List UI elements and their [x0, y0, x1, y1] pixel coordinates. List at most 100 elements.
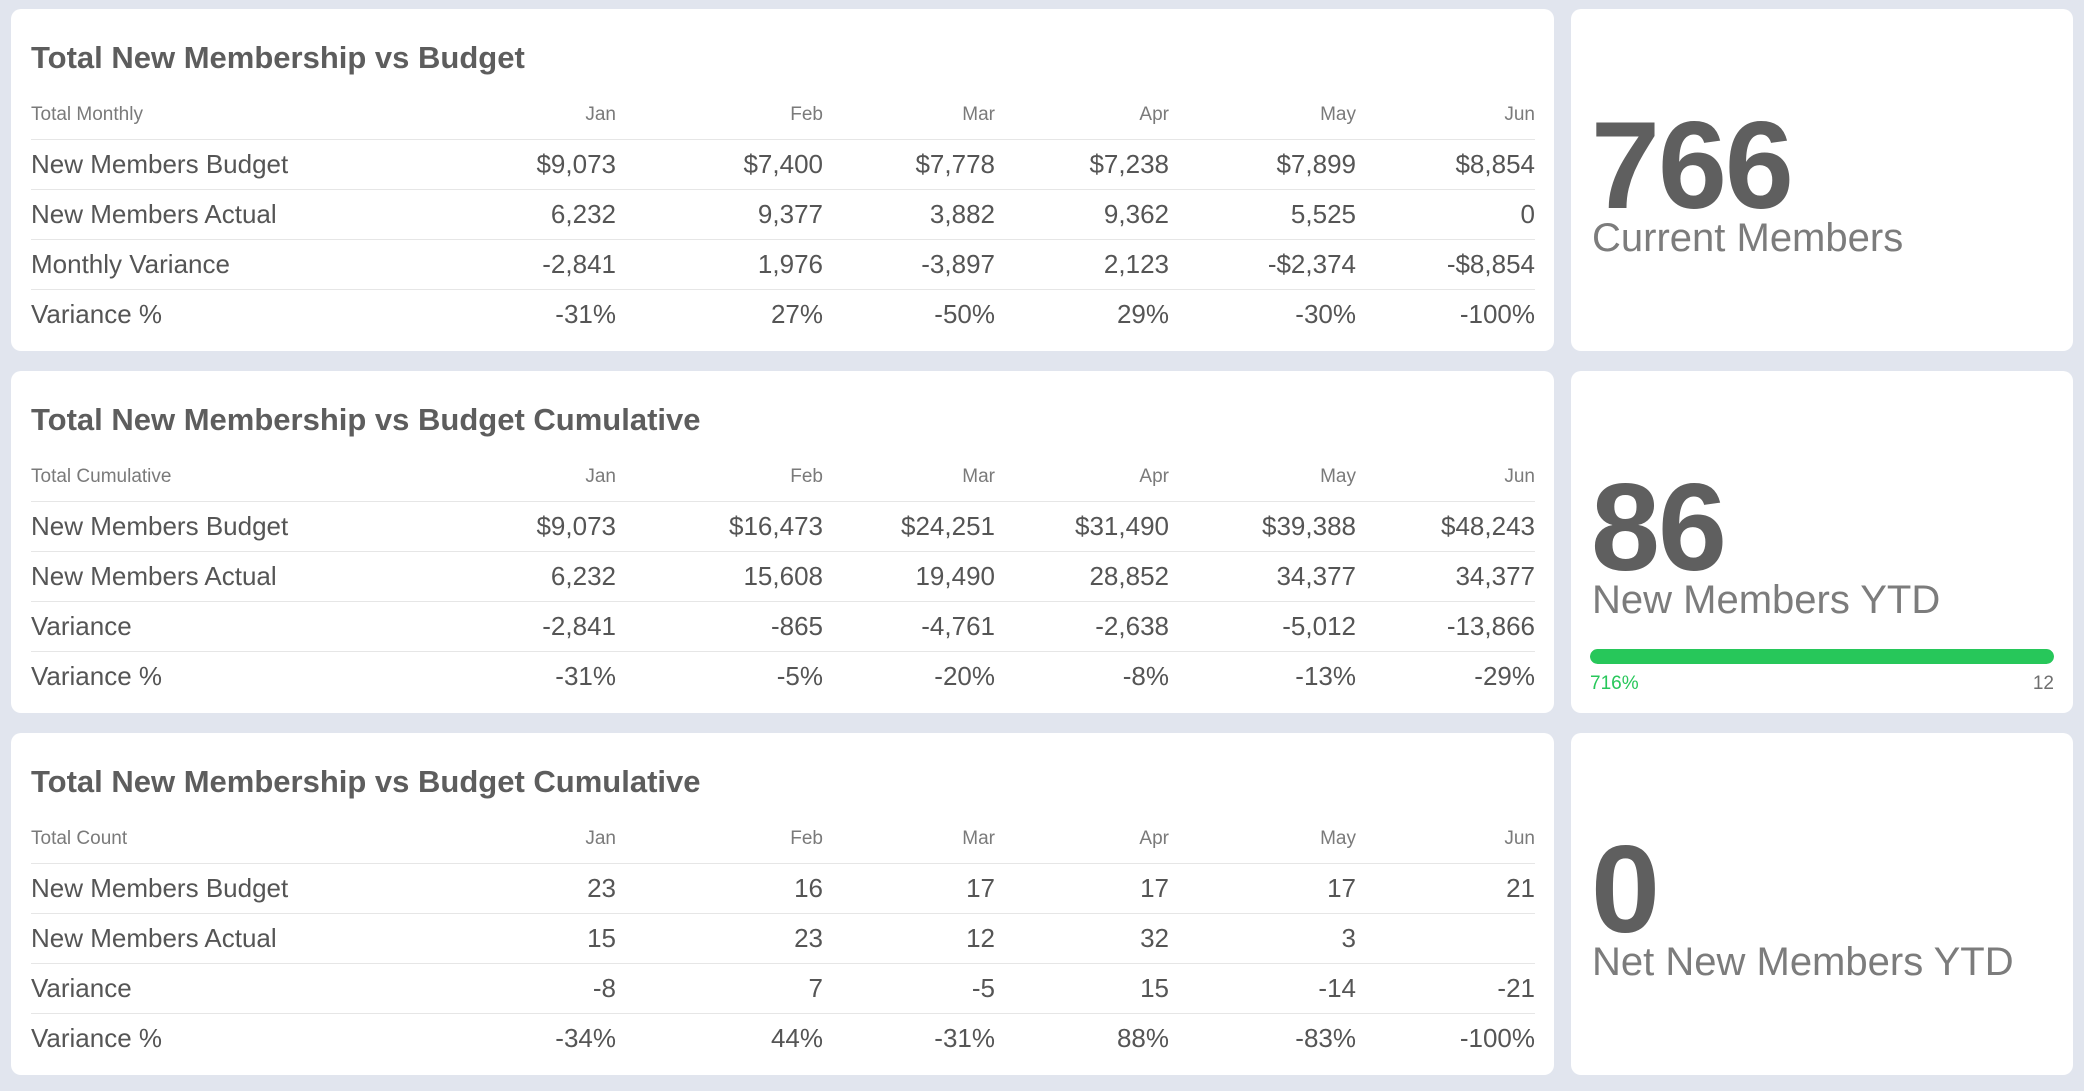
table-header-label: Total Count [31, 828, 128, 849]
table-cell: -5 [823, 963, 995, 1014]
table-cell: 17 [1169, 863, 1356, 914]
table-cell: 9,362 [995, 189, 1169, 240]
table-cell: 44% [616, 1013, 823, 1063]
progress-target: 12 [2032, 673, 2054, 694]
row-label: Monthly Variance [31, 239, 427, 290]
row-label: New Members Actual [31, 913, 427, 964]
table-cell: -2,841 [427, 601, 616, 652]
table-cell: -21 [1356, 963, 1535, 1014]
table-row: New Members Budget 23 16 17 17 17 21 [31, 863, 1535, 914]
table-header-label: Total Monthly [31, 104, 143, 125]
row-label: Variance % [31, 1013, 427, 1063]
column-header: May [1320, 828, 1356, 849]
table-cell: -34% [427, 1013, 616, 1063]
column-header: May [1320, 104, 1356, 125]
table-cell: $24,251 [823, 501, 995, 552]
table-cell: $48,243 [1356, 501, 1535, 552]
table-cell: $7,778 [823, 139, 995, 190]
kpi-label: Net New Members YTD [1592, 940, 2014, 984]
table-cell [1356, 913, 1535, 964]
table-cell: $39,388 [1169, 501, 1356, 552]
count-table-card: Total New Membership vs Budget Cumulativ… [11, 733, 1554, 1075]
table-cell: 16 [616, 863, 823, 914]
column-header: Mar [962, 828, 995, 849]
table-row: Variance % -34% 44% -31% 88% -83% -100% [31, 1013, 1535, 1063]
table-row: Monthly Variance -2,841 1,976 -3,897 2,123 -$… [31, 239, 1535, 290]
table-cell: 6,232 [427, 189, 616, 240]
data-table: Total Cumulative Jan Feb Mar Apr May Jun New Me… [31, 453, 1535, 701]
table-cell: -30% [1169, 289, 1356, 339]
table-cell: 5,525 [1169, 189, 1356, 240]
table-cell: 6,232 [427, 551, 616, 602]
table-cell: $8,854 [1356, 139, 1535, 190]
table-cell: -$8,854 [1356, 239, 1535, 290]
data-table: Total Monthly Jan Feb Mar Apr May Jun New Membe… [31, 91, 1535, 339]
table-cell: -20% [823, 651, 995, 701]
table-cell: -4,761 [823, 601, 995, 652]
table-cell: -$2,374 [1169, 239, 1356, 290]
row-label: Variance % [31, 651, 427, 701]
column-header: Feb [790, 828, 823, 849]
row-label: New Members Budget [31, 139, 427, 190]
table-cell: $7,238 [995, 139, 1169, 190]
card-title: Total New Membership vs Budget Cumulativ… [31, 764, 701, 799]
current-members-card: 766 Current Members [1571, 9, 2073, 351]
new-members-ytd-card: 86 New Members YTD 716% 12 [1571, 371, 2073, 713]
table-row: Variance -8 7 -5 15 -14 -21 [31, 963, 1535, 1014]
table-cell: 0 [1356, 189, 1535, 240]
table-cell: 27% [616, 289, 823, 339]
table-cell: 9,377 [616, 189, 823, 240]
table-cell: -83% [1169, 1013, 1356, 1063]
monthly-table-card: Total New Membership vs Budget Total Mon… [11, 9, 1554, 351]
table-cell: -5,012 [1169, 601, 1356, 652]
progress-fill [1590, 649, 2054, 664]
table-cell: -50% [823, 289, 995, 339]
table-cell: 15 [427, 913, 616, 964]
card-title: Total New Membership vs Budget [31, 40, 525, 75]
table-row: New Members Budget $9,073 $7,400 $7,778 $7,2… [31, 139, 1535, 190]
table-cell: 23 [427, 863, 616, 914]
table-cell: 17 [823, 863, 995, 914]
column-header: Jun [1504, 828, 1535, 849]
row-label: Variance [31, 963, 427, 1014]
column-header: May [1320, 466, 1356, 487]
table-cell: 7 [616, 963, 823, 1014]
table-cell: -13,866 [1356, 601, 1535, 652]
table-cell: 21 [1356, 863, 1535, 914]
table-header-row: Total Cumulative Jan Feb Mar Apr May Jun [31, 453, 1535, 502]
row-label: New Members Budget [31, 863, 427, 914]
table-header-label: Total Cumulative [31, 466, 172, 487]
column-header: Jan [585, 104, 616, 125]
column-header: Jan [585, 828, 616, 849]
table-cell: 15,608 [616, 551, 823, 602]
table-row: Variance % -31% 27% -50% 29% -30% -100% [31, 289, 1535, 339]
table-row: Variance -2,841 -865 -4,761 -2,638 -5,012 -13,… [31, 601, 1535, 652]
table-row: Variance % -31% -5% -20% -8% -13% -29% [31, 651, 1535, 701]
table-cell: 12 [823, 913, 995, 964]
table-cell: -865 [616, 601, 823, 652]
table-cell: 15 [995, 963, 1169, 1014]
kpi-value: 86 [1591, 459, 1727, 597]
progress-bar [1590, 649, 2054, 664]
table-cell: 34,377 [1356, 551, 1535, 602]
table-row: New Members Actual 6,232 15,608 19,490 28,85… [31, 551, 1535, 602]
kpi-value: 0 [1591, 821, 1660, 959]
cumulative-table-card: Total New Membership vs Budget Cumulativ… [11, 371, 1554, 713]
table-cell: 29% [995, 289, 1169, 339]
column-header: Mar [962, 466, 995, 487]
table-cell: -2,638 [995, 601, 1169, 652]
kpi-label: Current Members [1592, 216, 1904, 260]
table-cell: -100% [1356, 289, 1535, 339]
table-cell: -31% [823, 1013, 995, 1063]
table-cell: 3,882 [823, 189, 995, 240]
table-cell: -8 [427, 963, 616, 1014]
net-new-members-card: 0 Net New Members YTD [1571, 733, 2073, 1075]
column-header: Mar [962, 104, 995, 125]
table-cell: 34,377 [1169, 551, 1356, 602]
column-header: Feb [790, 104, 823, 125]
table-cell: $9,073 [427, 139, 616, 190]
table-cell: 2,123 [995, 239, 1169, 290]
table-cell: $9,073 [427, 501, 616, 552]
row-label: New Members Actual [31, 551, 427, 602]
table-cell: $16,473 [616, 501, 823, 552]
